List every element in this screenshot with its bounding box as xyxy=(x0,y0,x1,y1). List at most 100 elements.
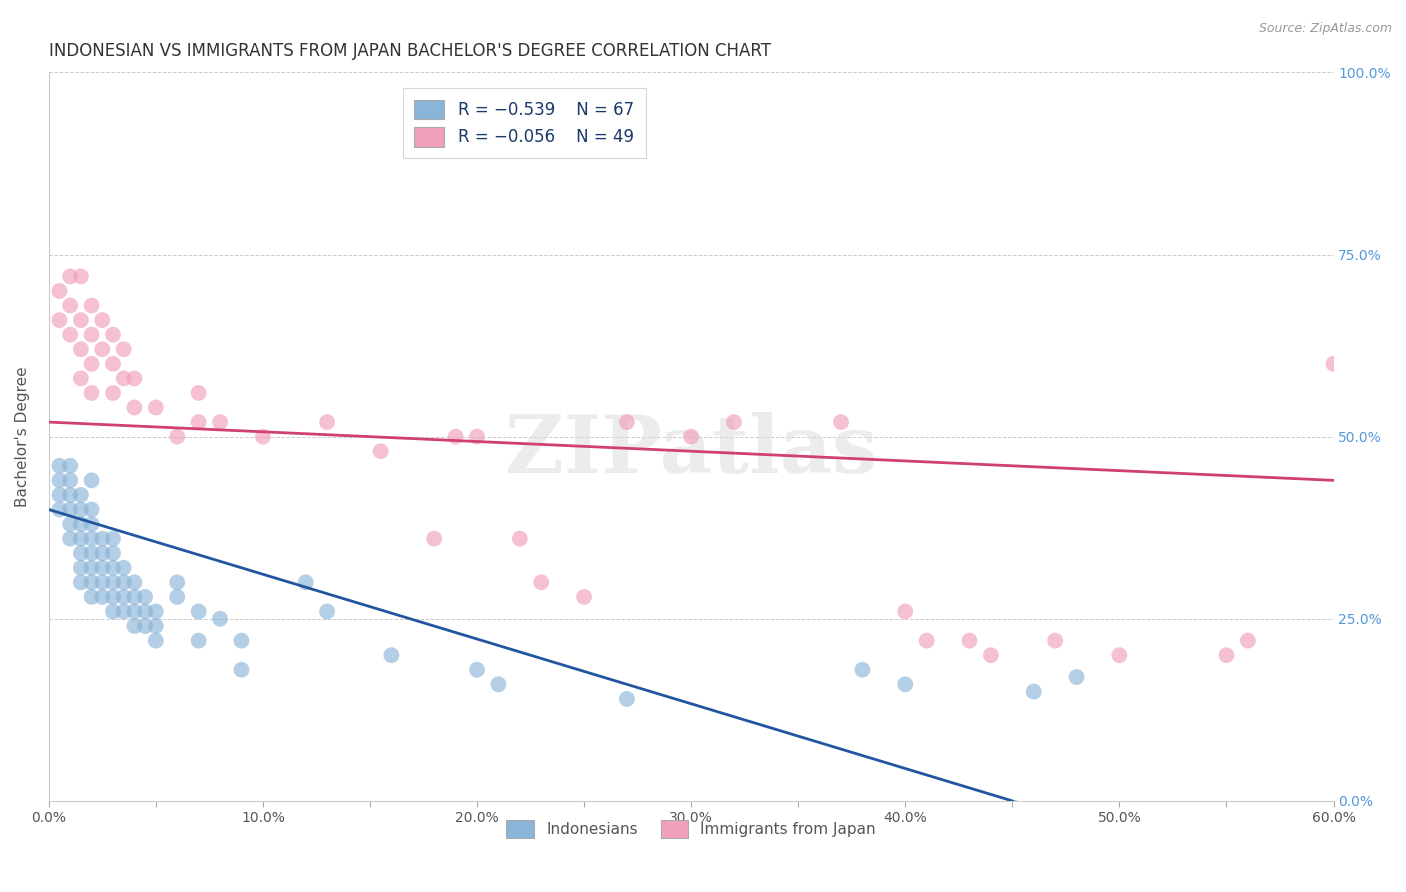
Point xyxy=(187,415,209,429)
Point xyxy=(166,575,188,590)
Point xyxy=(423,532,446,546)
Point xyxy=(91,532,114,546)
Y-axis label: Bachelor's Degree: Bachelor's Degree xyxy=(15,367,30,507)
Point xyxy=(80,561,103,575)
Point xyxy=(70,313,93,327)
Point xyxy=(187,633,209,648)
Text: Source: ZipAtlas.com: Source: ZipAtlas.com xyxy=(1258,22,1392,36)
Point xyxy=(59,517,82,532)
Point xyxy=(616,415,638,429)
Point xyxy=(80,474,103,488)
Point xyxy=(59,458,82,473)
Point xyxy=(723,415,745,429)
Point xyxy=(1022,684,1045,698)
Point xyxy=(145,633,167,648)
Point xyxy=(1066,670,1088,684)
Point xyxy=(112,590,135,604)
Point xyxy=(486,677,509,691)
Point xyxy=(509,532,531,546)
Point xyxy=(48,313,70,327)
Text: ZIPatlas: ZIPatlas xyxy=(505,412,877,491)
Point xyxy=(91,561,114,575)
Point xyxy=(112,575,135,590)
Point xyxy=(70,575,93,590)
Point xyxy=(80,532,103,546)
Point xyxy=(80,546,103,560)
Point xyxy=(48,474,70,488)
Point xyxy=(80,575,103,590)
Point xyxy=(101,532,124,546)
Point xyxy=(134,605,156,619)
Point xyxy=(101,575,124,590)
Point xyxy=(1237,633,1260,648)
Point xyxy=(70,343,93,357)
Point xyxy=(465,430,488,444)
Point xyxy=(980,648,1002,663)
Point xyxy=(70,371,93,385)
Point xyxy=(48,488,70,502)
Point xyxy=(830,415,852,429)
Point xyxy=(530,575,553,590)
Point xyxy=(252,430,274,444)
Point xyxy=(124,575,146,590)
Point xyxy=(572,590,595,604)
Point xyxy=(166,430,188,444)
Point xyxy=(209,415,232,429)
Point xyxy=(1215,648,1237,663)
Point xyxy=(101,357,124,371)
Point xyxy=(959,633,981,648)
Point xyxy=(80,357,103,371)
Point xyxy=(91,590,114,604)
Point xyxy=(101,546,124,560)
Point xyxy=(91,313,114,327)
Point xyxy=(444,430,467,444)
Point xyxy=(70,488,93,502)
Point xyxy=(894,605,917,619)
Point xyxy=(465,663,488,677)
Point xyxy=(59,532,82,546)
Point xyxy=(112,371,135,385)
Point xyxy=(915,633,938,648)
Point xyxy=(1108,648,1130,663)
Point xyxy=(101,386,124,401)
Point xyxy=(145,401,167,415)
Point xyxy=(124,619,146,633)
Point xyxy=(101,327,124,342)
Point xyxy=(80,299,103,313)
Point xyxy=(209,612,232,626)
Point xyxy=(59,474,82,488)
Point xyxy=(1043,633,1066,648)
Point xyxy=(134,619,156,633)
Point xyxy=(80,590,103,604)
Point xyxy=(187,386,209,401)
Point xyxy=(112,605,135,619)
Point xyxy=(91,343,114,357)
Point xyxy=(59,269,82,284)
Point xyxy=(187,605,209,619)
Point xyxy=(80,502,103,516)
Point xyxy=(1322,357,1344,371)
Point xyxy=(370,444,392,458)
Point xyxy=(112,561,135,575)
Point xyxy=(70,532,93,546)
Point xyxy=(80,327,103,342)
Point xyxy=(91,546,114,560)
Point xyxy=(101,605,124,619)
Point xyxy=(59,488,82,502)
Point xyxy=(80,386,103,401)
Point xyxy=(70,502,93,516)
Point xyxy=(124,401,146,415)
Point xyxy=(851,663,873,677)
Point xyxy=(124,371,146,385)
Point xyxy=(145,619,167,633)
Point xyxy=(101,590,124,604)
Legend: Indonesians, Immigrants from Japan: Indonesians, Immigrants from Japan xyxy=(501,814,882,844)
Point xyxy=(48,284,70,298)
Point xyxy=(80,517,103,532)
Point xyxy=(91,575,114,590)
Point xyxy=(681,430,703,444)
Point xyxy=(48,458,70,473)
Point xyxy=(101,561,124,575)
Point xyxy=(166,590,188,604)
Point xyxy=(70,269,93,284)
